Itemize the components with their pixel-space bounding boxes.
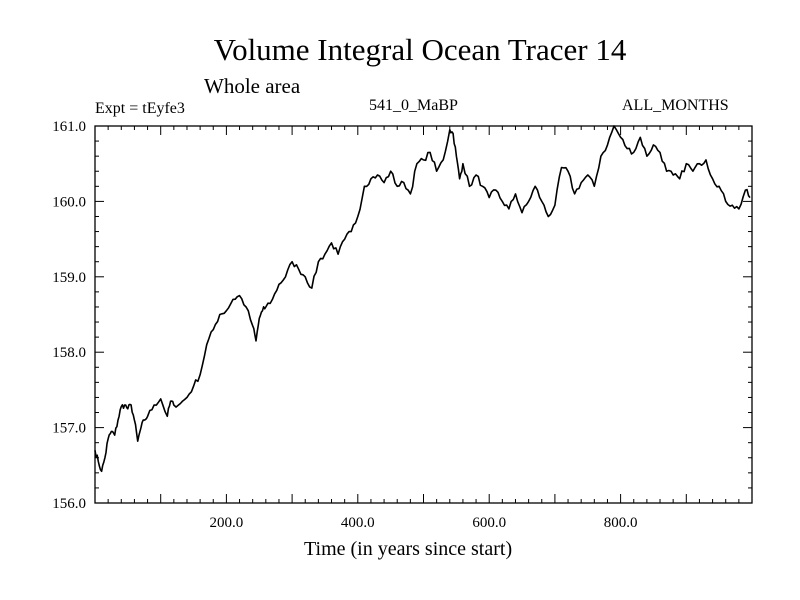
experiment-label: Expt = tEyfe3	[95, 100, 185, 117]
months-label: ALL_MONTHS	[622, 97, 729, 114]
series-line	[94, 125, 751, 473]
y-tick-label: 159.0	[52, 270, 86, 286]
y-tick-label: 161.0	[52, 119, 86, 135]
y-tick-label: 158.0	[52, 345, 86, 361]
x-tick-label: 400.0	[341, 515, 375, 531]
chart-subtitle: Whole area	[204, 74, 301, 98]
x-tick-label: 200.0	[210, 515, 244, 531]
plot-frame	[94, 125, 753, 504]
y-tick-label: 160.0	[52, 194, 86, 210]
x-tick-label: 800.0	[604, 515, 638, 531]
x-axis-label: Time (in years since start)	[304, 538, 513, 560]
y-tick-label: 157.0	[52, 421, 86, 437]
y-tick-label: 156.0	[52, 496, 86, 512]
run-label: 541_0_MaBP	[369, 97, 458, 114]
x-tick-label: 600.0	[472, 515, 506, 531]
chart-title: Volume Integral Ocean Tracer 14	[213, 32, 627, 67]
